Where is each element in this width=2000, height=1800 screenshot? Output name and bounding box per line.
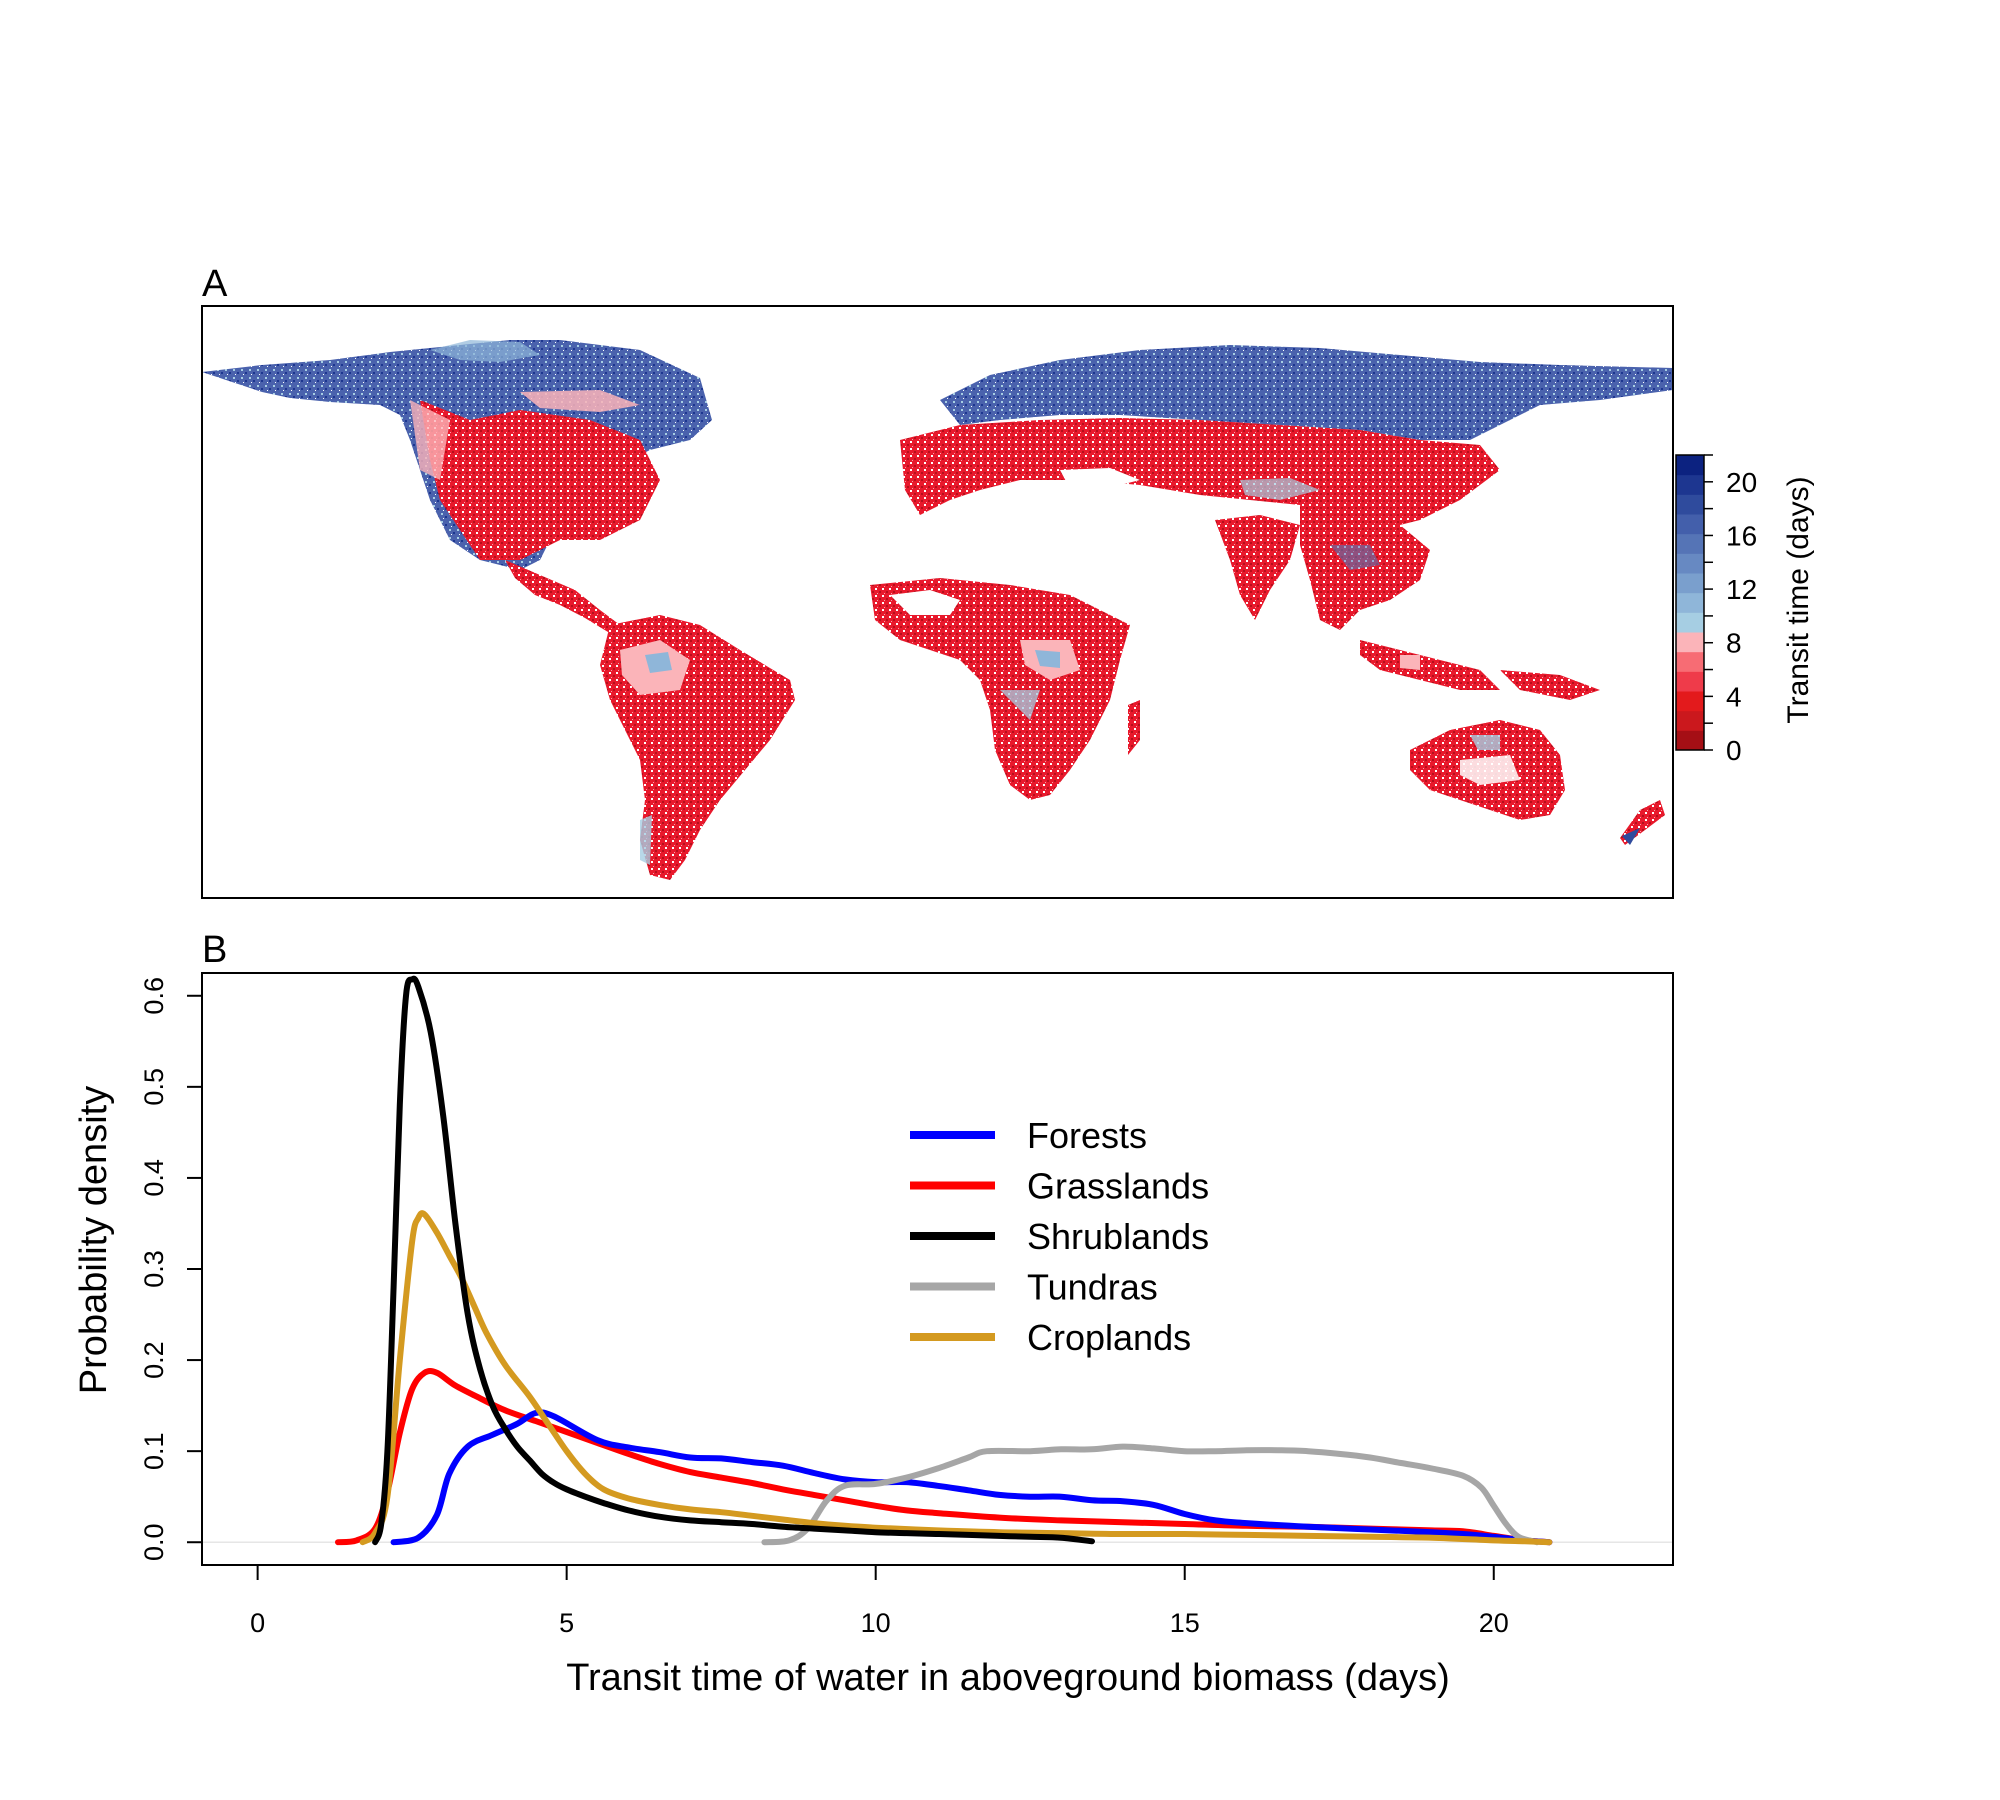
series-line-tundras — [761, 1443, 1540, 1546]
colorbar-bin — [1676, 533, 1704, 554]
x-axis-title: Transit time of water in aboveground bio… — [566, 1657, 1450, 1699]
colorbar-title: Transit time (days) — [1782, 476, 1815, 723]
x-tick-label: 15 — [1170, 1608, 1200, 1638]
region-australia — [1410, 720, 1565, 820]
y-tick-label: 0.6 — [139, 977, 169, 1015]
colorbar-bin — [1676, 632, 1704, 653]
region-africa — [870, 578, 1140, 800]
legend-label-croplands: Croplands — [1027, 1317, 1191, 1358]
colorbar-tick-label: 12 — [1726, 574, 1757, 605]
panel-a-label: A — [202, 263, 228, 305]
x-axis: 0 5 10 15 20 — [250, 1564, 1509, 1638]
series-line-croplands — [359, 1210, 1553, 1546]
legend: Forests Grasslands Shrublands Tundras Cropla… — [910, 1115, 1209, 1358]
panel-b-density-plot: B 0 5 10 15 20 0.0 0.1 0.2 0.3 0.4 0.5 0.6 Transit… — [73, 929, 1674, 1699]
region-eurasia — [900, 345, 1673, 700]
panel-a-map: A — [201, 263, 1815, 899]
region-north-america — [202, 340, 712, 632]
y-tick-label: 0.2 — [139, 1341, 169, 1379]
x-tick-label: 5 — [559, 1608, 574, 1638]
x-tick-label: 10 — [861, 1608, 891, 1638]
y-tick-label: 0.5 — [139, 1068, 169, 1106]
colorbar-bin — [1676, 671, 1704, 692]
colorbar-frame — [1675, 454, 1705, 751]
x-tick-label: 20 — [1479, 1608, 1509, 1638]
legend-label-shrublands: Shrublands — [1027, 1216, 1209, 1257]
colorbar-bin — [1676, 474, 1704, 495]
colorbar-tick-label: 20 — [1726, 467, 1757, 498]
colorbar-bin — [1676, 514, 1704, 535]
colorbar-bin — [1676, 612, 1704, 633]
y-axis: 0.0 0.1 0.2 0.3 0.4 0.5 0.6 — [139, 977, 203, 1561]
legend-label-grasslands: Grasslands — [1027, 1166, 1209, 1207]
legend-label-tundras: Tundras — [1027, 1267, 1158, 1308]
colorbar-bin — [1676, 455, 1704, 476]
colorbar-bin — [1676, 573, 1704, 594]
colorbar-tick-label: 4 — [1726, 681, 1742, 712]
colorbar-ticks: 0 4 8 12 16 20 — [1704, 454, 1757, 766]
colorbar-tick-label: 8 — [1726, 628, 1742, 659]
map-frame — [201, 305, 1674, 899]
colorbar — [1675, 454, 1705, 751]
plot-frame — [201, 972, 1674, 1566]
y-tick-label: 0.1 — [139, 1432, 169, 1470]
colorbar-bin — [1676, 730, 1704, 751]
y-tick-label: 0.0 — [139, 1523, 169, 1561]
colorbar-bin — [1676, 651, 1704, 672]
world-map — [202, 340, 1673, 880]
y-tick-label: 0.3 — [139, 1250, 169, 1288]
y-tick-label: 0.4 — [139, 1159, 169, 1197]
legend-label-forests: Forests — [1027, 1115, 1147, 1156]
region-arabia — [1090, 520, 1160, 580]
density-series — [335, 975, 1553, 1546]
x-tick-label: 0 — [250, 1608, 265, 1638]
colorbar-bin — [1676, 553, 1704, 574]
series-line-shrublands — [372, 975, 1095, 1546]
panel-b-label: B — [202, 929, 227, 971]
colorbar-bin — [1676, 592, 1704, 613]
colorbar-bin — [1676, 710, 1704, 731]
colorbar-bin — [1676, 494, 1704, 515]
y-axis-title: Probability density — [73, 1086, 115, 1394]
colorbar-tick-label: 16 — [1726, 520, 1757, 551]
region-arctic-islands — [430, 340, 540, 362]
region-south-america — [600, 615, 795, 880]
colorbar-tick-label: 0 — [1726, 735, 1742, 766]
colorbar-bin — [1676, 691, 1704, 712]
